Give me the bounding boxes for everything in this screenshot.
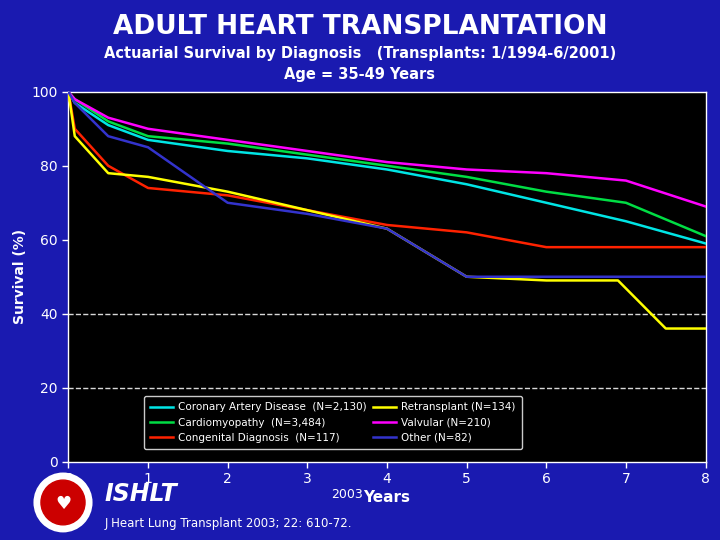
Text: Actuarial Survival by Diagnosis   (Transplants: 1/1994-6/2001): Actuarial Survival by Diagnosis (Transpl… <box>104 46 616 61</box>
Text: Age = 35-49 Years: Age = 35-49 Years <box>284 68 436 83</box>
Circle shape <box>41 480 85 525</box>
Text: ADULT HEART TRANSPLANTATION: ADULT HEART TRANSPLANTATION <box>113 14 607 39</box>
Text: J Heart Lung Transplant 2003; 22: 610-72.: J Heart Lung Transplant 2003; 22: 610-72… <box>104 517 352 530</box>
Text: ♥: ♥ <box>55 495 71 512</box>
Text: 2003: 2003 <box>331 488 363 501</box>
Text: ISHLT: ISHLT <box>104 482 177 506</box>
X-axis label: Years: Years <box>364 490 410 505</box>
Circle shape <box>35 474 91 531</box>
Y-axis label: Survival (%): Survival (%) <box>14 229 27 325</box>
Legend: Coronary Artery Disease  (N=2,130), Cardiomyopathy  (N=3,484), Congenital Diagno: Coronary Artery Disease (N=2,130), Cardi… <box>144 396 522 449</box>
